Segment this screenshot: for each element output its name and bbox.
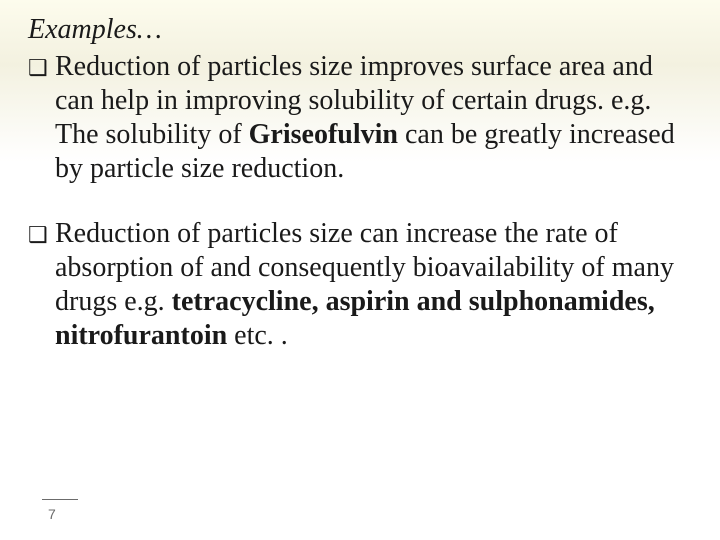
bullet-run-bold: Griseofulvin bbox=[249, 119, 398, 150]
bullet-square-icon: ❑ bbox=[28, 55, 55, 82]
slide: Examples… ❑Reduction of particles size i… bbox=[0, 0, 720, 540]
bullet-item: ❑Reduction of particles size improves su… bbox=[28, 50, 692, 187]
bullet-item: ❑Reduction of particles size can increas… bbox=[28, 217, 692, 354]
page-number: 7 bbox=[42, 506, 78, 522]
footer-divider bbox=[42, 499, 78, 500]
bullet-square-icon: ❑ bbox=[28, 222, 55, 249]
slide-footer: 7 bbox=[42, 499, 78, 522]
bullet-run: etc. . bbox=[234, 320, 288, 351]
slide-heading: Examples… bbox=[28, 14, 692, 46]
